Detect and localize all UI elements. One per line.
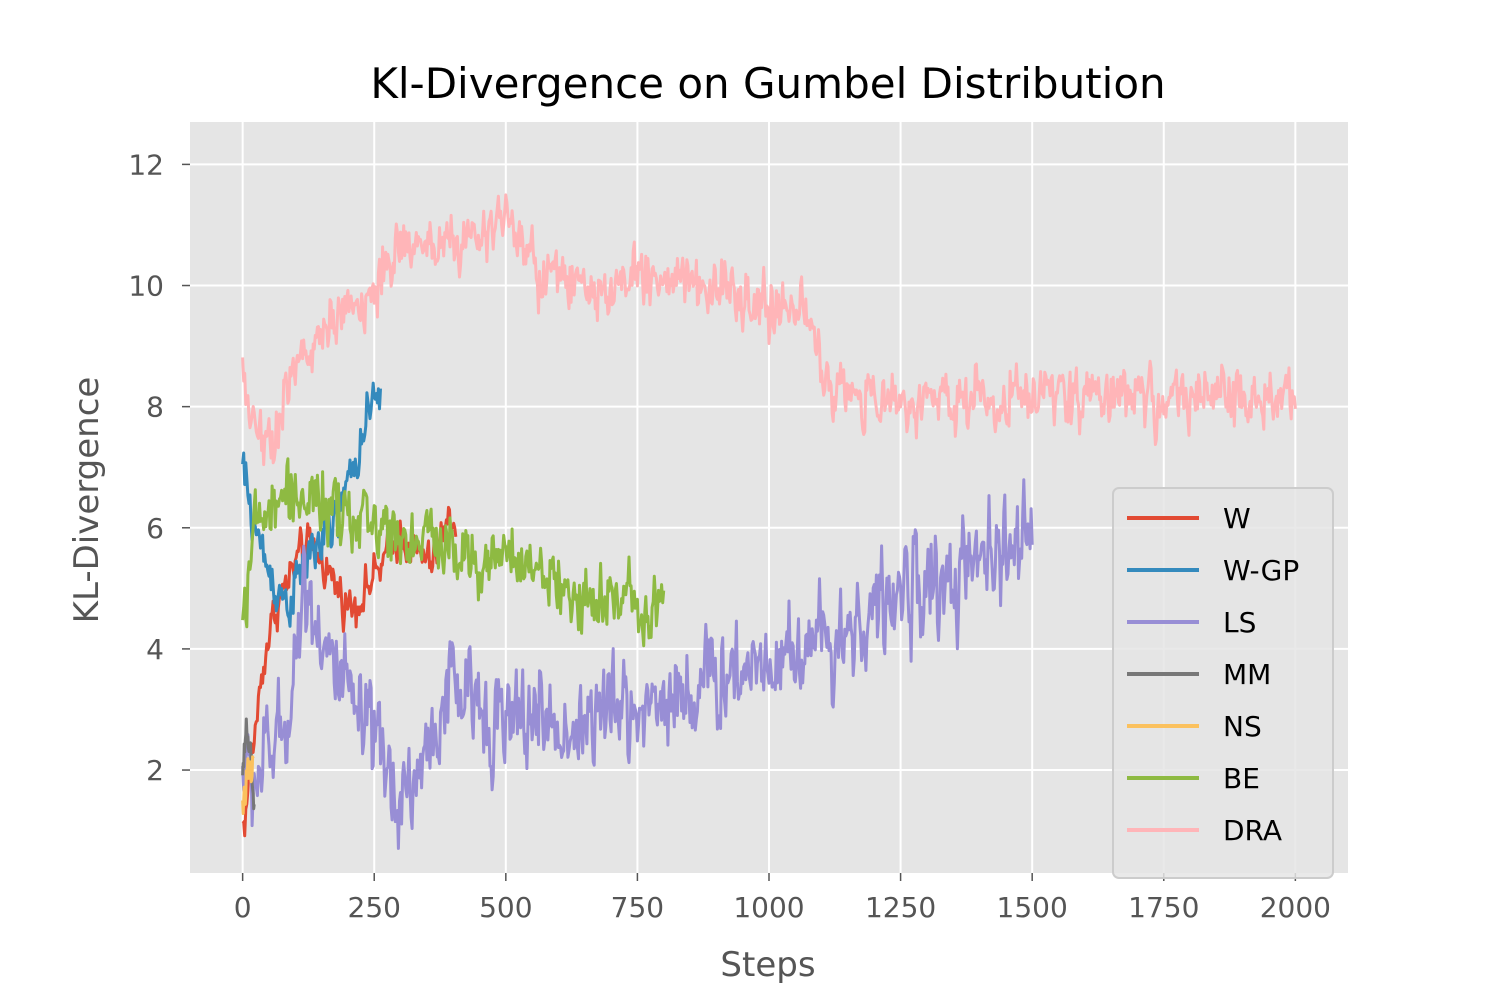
series-line-ls [241, 478, 1034, 850]
y-tick-label: 8 [146, 391, 164, 424]
y-tick-label: 12 [128, 148, 164, 181]
legend-label: DRA [1223, 814, 1282, 847]
y-tick-label: 4 [146, 633, 164, 666]
legend-label: NS [1223, 710, 1262, 743]
chart-title: Kl-Divergence on Gumbel Distribution [370, 59, 1165, 108]
x-tick-label: 0 [234, 891, 252, 924]
x-tick-label: 2000 [1260, 891, 1331, 924]
x-tick-label: 1000 [733, 891, 804, 924]
y-axis-label: KL-Divergence [67, 377, 107, 624]
legend: W W-GP LS MM NS BE DRA [1112, 487, 1334, 879]
series-line-ns [241, 755, 255, 815]
series-line-dra [241, 193, 1297, 467]
legend-label: W [1223, 502, 1251, 535]
y-tick-label: 2 [146, 754, 164, 787]
y-tick-label: 10 [128, 270, 164, 303]
legend-label: LS [1223, 606, 1256, 639]
y-tick-label: 6 [146, 512, 164, 545]
x-tick-label: 1500 [997, 891, 1068, 924]
x-tick-label: 1250 [865, 891, 936, 924]
series-line-mm [241, 717, 256, 811]
x-axis-label: Steps [720, 945, 815, 985]
x-tick-label: 1750 [1128, 891, 1199, 924]
x-tick-label: 250 [348, 891, 401, 924]
x-tick-label: 500 [479, 891, 532, 924]
x-tick-label: 750 [611, 891, 664, 924]
legend-label: BE [1223, 762, 1260, 795]
legend-label: W-GP [1223, 554, 1299, 587]
x-axis-ticks: 0 250 500 750 1000 1250 1500 1750 2000 [234, 873, 1331, 924]
y-axis-ticks: 2 4 6 8 10 12 [128, 148, 190, 787]
series-line-w-gp [241, 381, 382, 628]
legend-box [1112, 487, 1334, 879]
legend-label: MM [1223, 658, 1271, 691]
series-line-be [241, 457, 666, 648]
series-lines [241, 193, 1297, 850]
